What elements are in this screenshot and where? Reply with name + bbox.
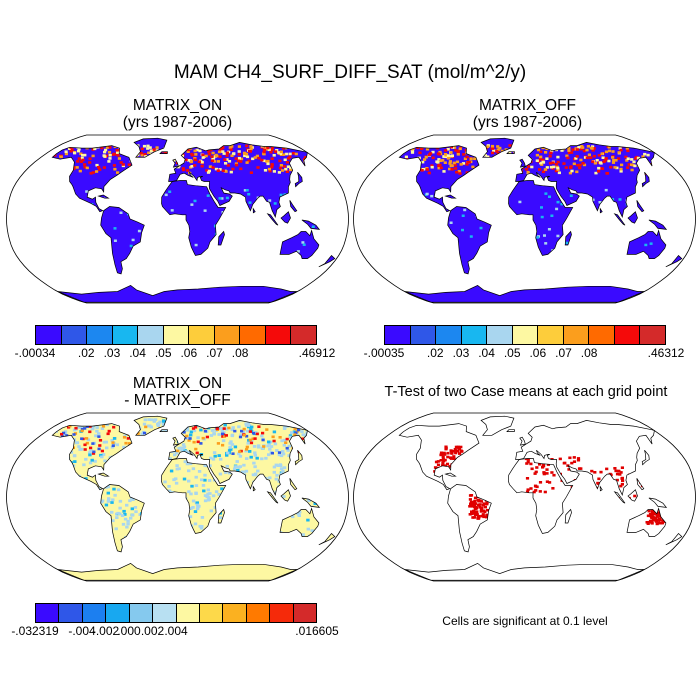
panel-title-line2: (yrs 1987-2006) xyxy=(472,114,583,131)
colorbar-tick-label: .02 xyxy=(77,346,95,360)
colorbar-tick-label: .07 xyxy=(206,346,223,360)
colorbar-matrix-on xyxy=(35,325,317,345)
colorbar-tick-label: .08 xyxy=(580,346,598,360)
colorbar-tick-label: .02 xyxy=(426,346,444,360)
colorbar-swatch xyxy=(189,326,215,344)
colorbar-swatch xyxy=(265,326,292,344)
colorbar-swatch xyxy=(214,326,241,344)
colorbar-swatch xyxy=(59,604,83,622)
colorbar-swatch xyxy=(461,326,488,344)
colorbar-tick-label: .07 xyxy=(555,346,572,360)
colorbar-swatch xyxy=(589,326,615,344)
colorbar-swatch xyxy=(82,604,107,622)
colorbar-swatch xyxy=(293,604,317,622)
colorbar-tick-label: .05 xyxy=(154,346,172,360)
colorbar-tick-label: -.004 xyxy=(68,624,96,638)
colorbar-swatch xyxy=(385,326,411,344)
colorbar-swatch xyxy=(176,604,200,622)
panel-title-matrix-off: MATRIX_OFF (yrs 1987-2006) xyxy=(415,97,640,131)
colorbar-swatch xyxy=(614,326,641,344)
colorbar-tick-label: .04 xyxy=(129,346,146,360)
panel-title-difference: MATRIX_ON - MATRIX_OFF xyxy=(65,375,290,409)
colorbar-tick-label: .000 xyxy=(117,624,141,638)
colorbar-swatch xyxy=(246,604,271,622)
colorbar-swatch xyxy=(199,604,224,622)
colorbar-swatch xyxy=(87,326,113,344)
colorbar-swatch xyxy=(223,604,247,622)
panel-title-line2: (yrs 1987-2006) xyxy=(122,114,233,131)
colorbar-tick-label: .016605 xyxy=(295,624,339,638)
map-difference xyxy=(6,412,349,582)
colorbar-swatch xyxy=(640,326,666,344)
colorbar-tick-label: .002 xyxy=(140,624,165,638)
colorbar-labels-off: -.00035 .02 .03 .04 .05 .06 .07 .08 .46312 xyxy=(364,346,685,362)
colorbar-tick-label: .08 xyxy=(231,346,249,360)
colorbar-swatch xyxy=(270,604,294,622)
colorbar-swatch xyxy=(410,326,437,344)
colorbar-swatch xyxy=(291,326,317,344)
colorbar-tick-label: .03 xyxy=(452,346,470,360)
colorbar-swatch xyxy=(163,326,190,344)
colorbar-labels-on: -.00034 .02 .03 .04 .05 .06 .07 .08 .46912 xyxy=(15,346,336,362)
colorbar-swatch xyxy=(112,326,139,344)
colorbar-tick-label: .46312 xyxy=(647,346,685,360)
colorbar-swatch xyxy=(36,326,62,344)
colorbar-tick-label: -.00034 xyxy=(14,346,56,360)
panel-title-line1: MATRIX_OFF xyxy=(478,97,577,114)
colorbar-swatch xyxy=(512,326,539,344)
colorbar-tick-label: .03 xyxy=(103,346,121,360)
colorbar-labels-difference: -.032319 -.004 -.002.000.002.004 .016605 xyxy=(11,624,338,640)
map-matrix-off xyxy=(353,134,696,304)
significance-note: Cells are significant at 0.1 level xyxy=(442,614,608,628)
colorbar-matrix-off xyxy=(384,325,666,345)
colorbar-swatch xyxy=(36,604,60,622)
colorbar-tick-label: .06 xyxy=(180,346,198,360)
colorbar-tick-label: -.00035 xyxy=(363,346,405,360)
colorbar-swatch xyxy=(61,326,88,344)
panel-title-line1: MATRIX_ON xyxy=(132,97,223,114)
colorbar-tick-label: .46912 xyxy=(298,346,336,360)
colorbar-swatch xyxy=(129,604,154,622)
colorbar-swatch xyxy=(563,326,590,344)
colorbar-swatch xyxy=(538,326,564,344)
panel-title-line2: - MATRIX_OFF xyxy=(124,392,231,409)
colorbar-swatch xyxy=(436,326,462,344)
colorbar-swatch xyxy=(106,604,130,622)
colorbar-tick-label: -.032319 xyxy=(11,624,59,638)
colorbar-swatch xyxy=(487,326,513,344)
colorbar-swatch xyxy=(240,326,266,344)
map-matrix-on xyxy=(6,134,349,304)
figure-title: MAM CH4_SURF_DIFF_SAT (mol/m^2/y) xyxy=(173,62,527,83)
colorbar-swatch xyxy=(153,604,177,622)
colorbar-tick-label: .06 xyxy=(529,346,547,360)
colorbar-swatch xyxy=(138,326,164,344)
colorbar-difference xyxy=(35,603,317,623)
panel-title-matrix-on: MATRIX_ON (yrs 1987-2006) xyxy=(65,97,290,131)
colorbar-tick-label: .04 xyxy=(478,346,495,360)
colorbar-tick-label: .004 xyxy=(164,624,188,638)
panel-title-line1: MATRIX_ON xyxy=(132,375,223,392)
colorbar-tick-label: .05 xyxy=(503,346,521,360)
colorbar-tick-label: -.002 xyxy=(91,624,120,638)
map-ttest xyxy=(353,412,696,582)
panel-title-ttest: T-Test of two Case means at each grid po… xyxy=(384,384,668,400)
